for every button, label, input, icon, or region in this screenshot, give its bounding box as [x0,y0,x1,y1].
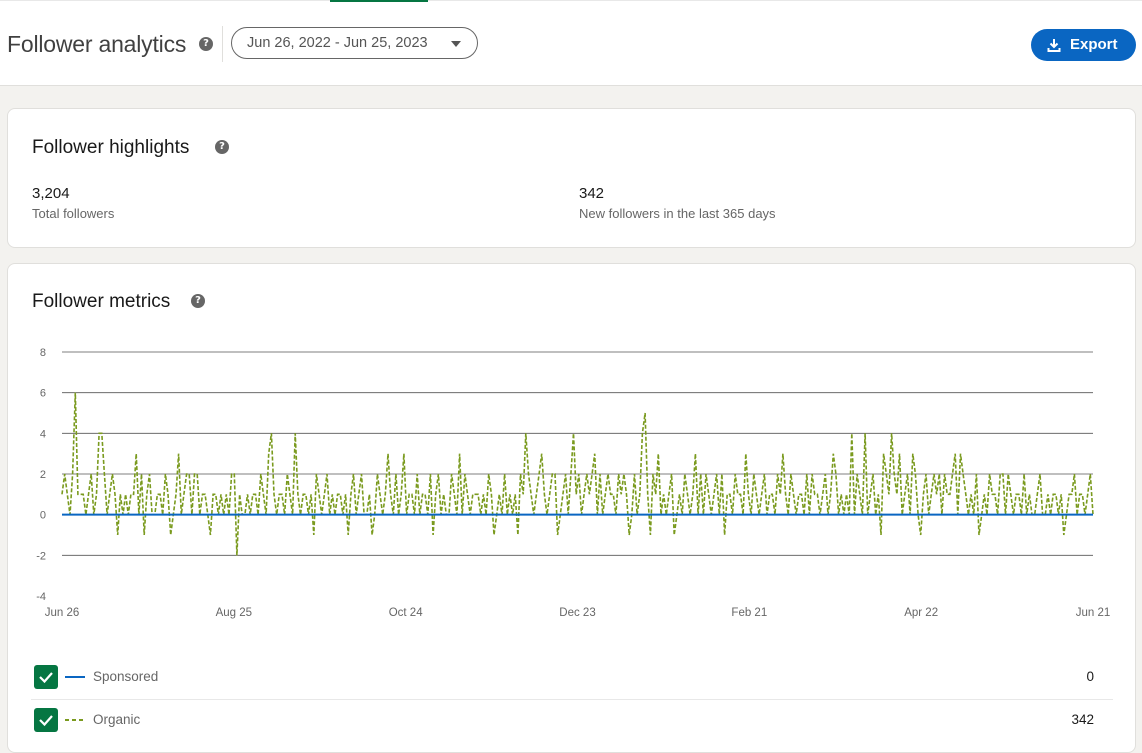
highlights-title: Follower highlights [32,137,190,158]
help-icon[interactable]: ? [191,294,205,308]
download-icon [1047,39,1061,52]
legend-row-sponsored: Sponsored 0 [7,656,1136,698]
x-tick-label: Jun 26 [45,607,80,619]
sponsored-total: 0 [1086,669,1094,684]
organic-total: 342 [1071,712,1094,727]
y-tick-label: 8 [40,347,46,359]
checkmark-icon [39,715,53,727]
total-followers-label: Total followers [32,206,115,221]
metrics-title: Follower metrics [32,291,171,312]
solid-line-icon [65,676,85,678]
sponsored-label: Sponsored [93,669,159,684]
total-followers-value: 3,204 [32,185,70,202]
caret-down-icon [451,41,461,47]
x-tick-label: Aug 25 [216,607,252,619]
y-tick-label: 4 [40,428,46,440]
y-tick-label: 6 [40,388,46,400]
page-title: Follower analytics [7,31,187,57]
header-divider [222,26,223,62]
follower-metrics-card: Follower metrics ? [7,263,1136,753]
active-tab-indicator [330,0,428,2]
x-tick-label: Oct 24 [389,607,423,619]
y-tick-label: 0 [40,510,46,522]
date-range-label: Jun 26, 2022 - Jun 25, 2023 [247,35,428,51]
new-followers-label: New followers in the last 365 days [579,206,776,221]
x-tick-label: Feb 21 [731,607,767,619]
organic-series-line [61,392,1094,556]
x-tick-label: Jun 21 [1076,607,1111,619]
export-label: Export [1070,36,1118,53]
checkmark-icon [39,672,53,684]
sponsored-checkbox[interactable] [34,665,58,689]
help-icon[interactable]: ? [215,140,229,154]
follower-highlights-card: Follower highlights ? 3,204 Total follow… [7,108,1136,248]
top-border [0,0,1142,1]
organic-label: Organic [93,712,141,727]
y-tick-label: -4 [36,591,46,603]
date-range-dropdown[interactable]: Jun 26, 2022 - Jun 25, 2023 [231,27,478,59]
page-header: Follower analytics ? Jun 26, 2022 - Jun … [0,0,1142,86]
help-icon[interactable]: ? [199,37,213,51]
y-tick-label: -2 [36,550,46,562]
dashed-line-icon [65,719,85,721]
legend-row-organic: Organic 342 [7,699,1136,741]
export-button[interactable]: Export [1031,29,1136,61]
y-tick-label: 2 [40,469,46,481]
x-tick-label: Dec 23 [559,607,595,619]
new-followers-value: 342 [579,185,605,202]
follower-metrics-chart: 8 6 4 2 0 -2 -4 Jun 26 Aug 25 Oct 24 Dec 23 Feb 21 A… [36,347,1111,619]
x-tick-label: Apr 22 [904,607,938,619]
organic-checkbox[interactable] [34,708,58,732]
legend-divider [31,699,1113,700]
